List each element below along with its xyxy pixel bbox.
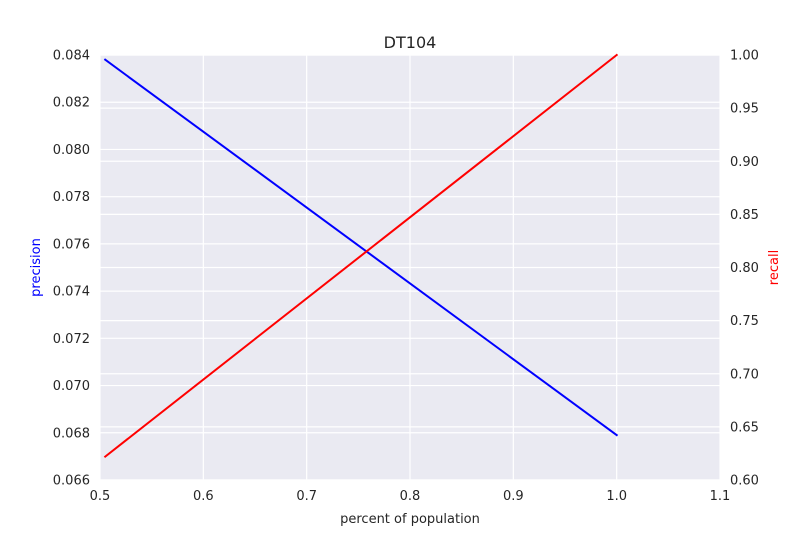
x-tick-label-0: 0.5	[90, 489, 111, 504]
right-y-tick-label-7: 0.95	[730, 102, 759, 117]
left-y-tick-label-3: 0.072	[53, 332, 90, 347]
left-y-tick-label-7: 0.080	[53, 143, 90, 158]
x-tick-label-4: 0.9	[503, 489, 524, 504]
right-y-tick-label-1: 0.65	[730, 420, 759, 435]
right-y-tick-label-2: 0.70	[730, 367, 759, 382]
right-y-tick-labels: 0.60 0.65 0.70 0.75 0.80 0.85 0.90 0.95 1.00	[730, 49, 759, 489]
right-y-tick-label-6: 0.90	[730, 155, 759, 170]
precision-series-line	[103, 58, 619, 437]
recall-series-line	[103, 53, 619, 459]
x-tick-label-1: 0.6	[193, 489, 214, 504]
x-tick-label-3: 0.8	[400, 489, 421, 504]
left-y-tick-label-9: 0.084	[53, 49, 90, 64]
chart-title: DT104	[384, 33, 437, 52]
left-y-tick-labels: 0.066 0.068 0.070 0.072 0.074 0.076 0.078 0.080…	[53, 49, 90, 489]
x-tick-label-6: 1.1	[710, 489, 731, 504]
left-y-tick-label-8: 0.082	[53, 96, 90, 111]
right-y-tick-label-4: 0.80	[730, 261, 759, 276]
left-y-tick-label-2: 0.070	[53, 379, 90, 394]
left-y-tick-label-1: 0.068	[53, 426, 90, 441]
right-y-tick-label-0: 0.60	[730, 474, 759, 489]
series-layer	[103, 53, 619, 459]
x-axis-label: percent of population	[340, 512, 480, 527]
right-y-tick-label-3: 0.75	[730, 314, 759, 329]
left-y-tick-label-0: 0.066	[53, 474, 90, 489]
right-y-tick-label-5: 0.85	[730, 208, 759, 223]
x-tick-labels: 0.5 0.6 0.7 0.8 0.9 1.0 1.1	[90, 489, 731, 504]
left-y-tick-label-5: 0.076	[53, 237, 90, 252]
right-y-tick-label-8: 1.00	[730, 49, 759, 64]
x-tick-label-2: 0.7	[296, 489, 317, 504]
right-y-axis-label: recall	[767, 250, 782, 285]
left-y-tick-label-6: 0.078	[53, 190, 90, 205]
left-y-axis-label: precision	[29, 238, 44, 297]
left-y-tick-label-4: 0.074	[53, 285, 90, 300]
x-tick-label-5: 1.0	[606, 489, 627, 504]
